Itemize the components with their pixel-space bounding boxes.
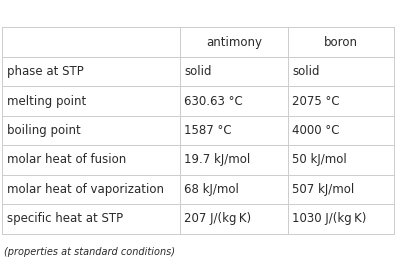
Text: 50 kJ/mol: 50 kJ/mol xyxy=(292,153,347,167)
Text: 19.7 kJ/mol: 19.7 kJ/mol xyxy=(184,153,251,167)
Text: 507 kJ/mol: 507 kJ/mol xyxy=(292,183,354,196)
Text: 68 kJ/mol: 68 kJ/mol xyxy=(184,183,239,196)
Text: solid: solid xyxy=(292,65,320,78)
Text: 207 J/(kg K): 207 J/(kg K) xyxy=(184,212,251,225)
Text: 4000 °C: 4000 °C xyxy=(292,124,340,137)
Text: melting point: melting point xyxy=(7,94,86,108)
Text: solid: solid xyxy=(184,65,212,78)
Text: specific heat at STP: specific heat at STP xyxy=(7,212,123,225)
Text: phase at STP: phase at STP xyxy=(7,65,84,78)
Text: 2075 °C: 2075 °C xyxy=(292,94,340,108)
Text: 630.63 °C: 630.63 °C xyxy=(184,94,243,108)
Text: molar heat of vaporization: molar heat of vaporization xyxy=(7,183,164,196)
Text: molar heat of fusion: molar heat of fusion xyxy=(7,153,126,167)
Text: boiling point: boiling point xyxy=(7,124,80,137)
Text: 1030 J/(kg K): 1030 J/(kg K) xyxy=(292,212,367,225)
Text: (properties at standard conditions): (properties at standard conditions) xyxy=(4,247,175,257)
Text: boron: boron xyxy=(324,36,358,49)
Text: antimony: antimony xyxy=(206,36,262,49)
Text: 1587 °C: 1587 °C xyxy=(184,124,232,137)
